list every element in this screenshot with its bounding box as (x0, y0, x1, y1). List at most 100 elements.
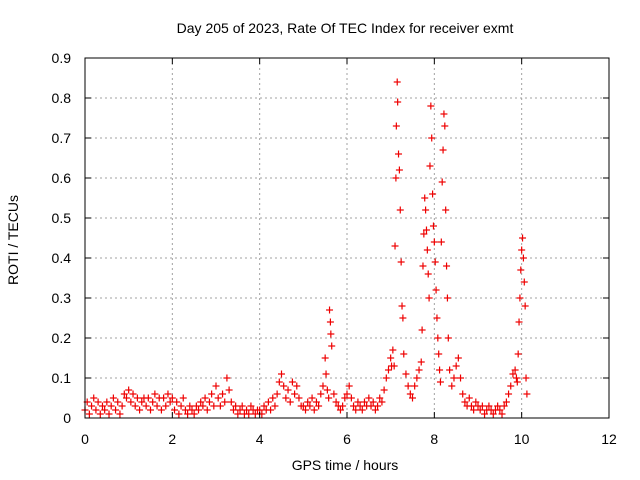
data-point (424, 270, 432, 278)
data-point (188, 406, 196, 414)
data-point (267, 406, 275, 414)
data-point (509, 370, 517, 378)
y-tick-labels: 0 0.1 0.2 0.3 0.4 0.5 0.6 0.7 0.8 0.9 (52, 50, 72, 426)
data-point (225, 386, 233, 394)
data-point (85, 410, 93, 418)
data-point (129, 390, 137, 398)
data-point (500, 402, 508, 410)
data-point (409, 394, 416, 402)
data-point (523, 390, 531, 398)
data-point (520, 278, 528, 286)
data-point (238, 402, 246, 410)
data-point (216, 402, 224, 410)
data-point (101, 406, 109, 414)
data-point (422, 226, 430, 234)
data-point (350, 402, 358, 410)
data-point (393, 78, 401, 86)
data-point (429, 190, 437, 198)
data-point (502, 398, 510, 406)
data-point (245, 410, 253, 418)
data-point (395, 150, 403, 158)
data-point (138, 398, 146, 406)
x-tick-label: 12 (601, 431, 617, 447)
x-tick-label: 0 (81, 431, 89, 447)
data-point (278, 370, 285, 378)
data-point (513, 378, 521, 386)
data-point (516, 294, 524, 302)
data-point (367, 402, 375, 410)
data-point (310, 406, 318, 414)
x-tick-label: 4 (256, 431, 264, 447)
data-point (398, 302, 406, 310)
data-point (443, 262, 451, 270)
data-point (181, 406, 189, 414)
data-point (343, 390, 351, 398)
data-point (494, 402, 502, 410)
data-point (164, 390, 172, 398)
data-point (269, 394, 277, 402)
data-point (195, 406, 203, 414)
data-point (288, 378, 296, 386)
data-point (465, 394, 473, 402)
data-point (417, 358, 425, 366)
data-point (96, 410, 104, 418)
data-point (415, 366, 423, 374)
y-tick-label: 0.7 (52, 130, 72, 146)
data-point (444, 334, 452, 342)
data-point (98, 402, 106, 410)
data-point (223, 374, 231, 382)
data-point (308, 394, 316, 402)
data-point (399, 314, 407, 322)
data-point (476, 406, 484, 414)
data-point (171, 406, 179, 414)
data-point (452, 362, 460, 370)
data-point (457, 374, 465, 382)
x-tick-label: 8 (430, 431, 438, 447)
data-point (404, 382, 412, 390)
data-point (339, 402, 347, 410)
data-point (402, 370, 410, 378)
data-point (92, 406, 100, 414)
data-point (436, 366, 444, 374)
data-point (512, 374, 520, 382)
data-point (441, 122, 449, 130)
y-tick-label: 0 (63, 410, 71, 426)
data-point (118, 402, 126, 410)
data-point (210, 402, 218, 410)
data-point (432, 286, 440, 294)
data-point (522, 374, 530, 382)
data-point (88, 402, 96, 410)
data-point (505, 390, 513, 398)
data-point (396, 206, 404, 214)
data-point (291, 390, 299, 398)
data-point (284, 386, 292, 394)
data-point (439, 146, 447, 154)
data-point (450, 374, 458, 382)
data-point (467, 402, 475, 410)
data-point (400, 350, 408, 358)
data-point (365, 394, 373, 402)
data-point (519, 254, 527, 262)
data-point (390, 362, 398, 370)
data-point (374, 402, 382, 410)
x-tick-labels: 0 2 4 6 8 10 12 (81, 431, 617, 447)
data-point (425, 294, 433, 302)
data-point (395, 166, 403, 174)
data-point (347, 394, 355, 402)
data-point (160, 394, 168, 402)
y-tick-label: 0.2 (52, 330, 72, 346)
data-point (142, 402, 150, 410)
data-point (481, 410, 489, 418)
data-point (149, 398, 157, 406)
data-point (243, 406, 251, 414)
data-point (122, 394, 130, 402)
data-point (208, 390, 216, 398)
data-point (219, 390, 227, 398)
data-point (271, 402, 279, 410)
data-point (168, 394, 176, 402)
data-point (426, 162, 434, 170)
data-point (317, 390, 325, 398)
data-point (470, 406, 478, 414)
data-point (109, 394, 117, 402)
data-point (162, 402, 170, 410)
